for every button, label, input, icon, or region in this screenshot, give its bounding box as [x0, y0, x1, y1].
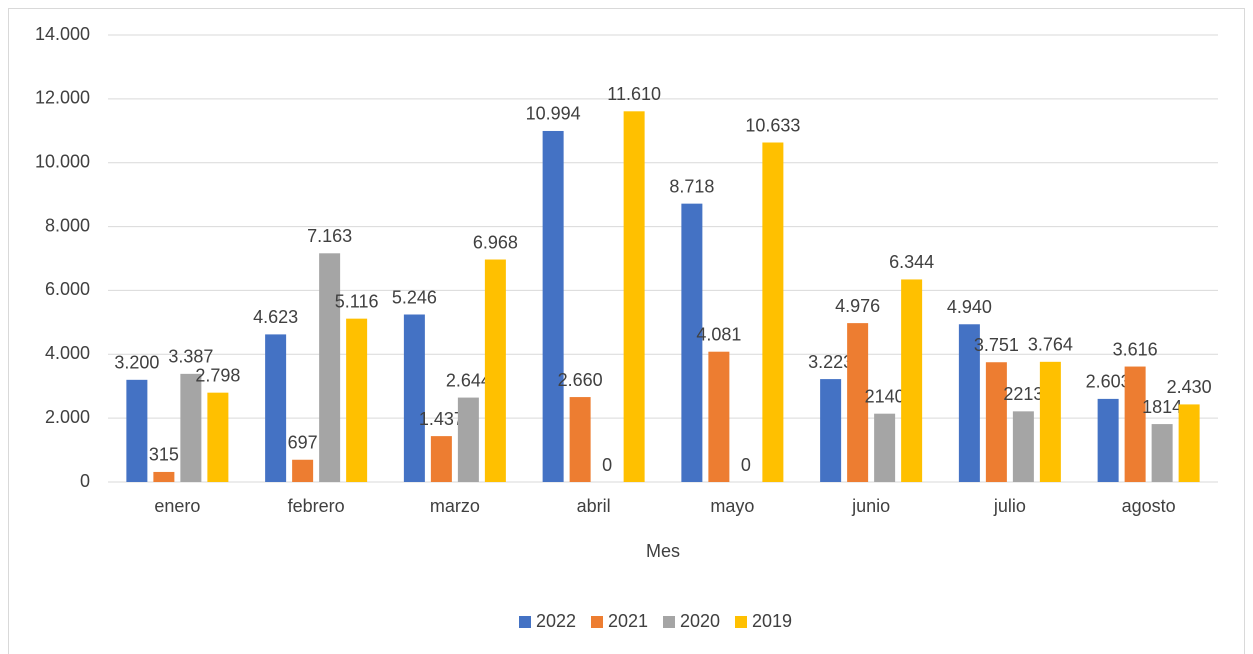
bar [1039, 361, 1061, 482]
legend-swatch [735, 616, 747, 628]
bar [901, 279, 923, 482]
y-tick-label: 14.000 [35, 24, 90, 44]
y-tick-label: 6.000 [45, 279, 90, 299]
y-tick-label: 12.000 [35, 88, 90, 108]
data-label: 1.437 [419, 409, 464, 429]
y-tick-label: 10.000 [35, 151, 90, 171]
bar [623, 111, 645, 482]
x-axis-title: Mes [646, 541, 680, 561]
bar [1178, 404, 1200, 482]
bar [207, 392, 229, 482]
data-label: 0 [602, 455, 612, 475]
bar [762, 142, 784, 483]
x-tick-label: abril [577, 496, 611, 516]
data-label: 2.660 [558, 370, 603, 390]
bar [484, 259, 506, 482]
bar [1151, 424, 1173, 482]
bar [126, 379, 148, 482]
data-label: 1814 [1142, 397, 1182, 417]
bar [346, 318, 368, 482]
data-label: 2.603 [1086, 372, 1131, 392]
data-label: 697 [288, 432, 318, 452]
bar [292, 459, 314, 482]
legend-swatch [663, 616, 675, 628]
data-label: 7.163 [307, 226, 352, 246]
bar [319, 253, 341, 482]
data-label: 5.116 [335, 291, 379, 311]
legend-label: 2019 [752, 611, 792, 631]
bar [681, 203, 703, 482]
bar [874, 413, 896, 482]
data-label: 6.968 [473, 232, 518, 252]
data-label: 6.344 [889, 252, 934, 272]
bar [847, 323, 869, 482]
data-label: 10.633 [745, 115, 800, 135]
data-label: 3.223 [808, 352, 853, 372]
bar [153, 471, 175, 482]
legend-label: 2022 [536, 611, 576, 631]
data-label: 2.798 [195, 365, 240, 385]
data-label: 4.081 [696, 324, 741, 344]
bar [985, 362, 1007, 482]
legend-label: 2020 [680, 611, 720, 631]
y-tick-label: 0 [80, 471, 90, 491]
x-tick-label: enero [154, 496, 200, 516]
data-label: 5.246 [392, 287, 437, 307]
data-label: 2.644 [446, 370, 491, 390]
bar [1097, 398, 1119, 482]
y-tick-label: 2.000 [45, 407, 90, 427]
bar [265, 334, 287, 482]
data-label: 3.387 [168, 347, 213, 367]
bar [457, 397, 479, 482]
x-tick-label: junio [851, 496, 890, 516]
x-tick-label: febrero [288, 496, 345, 516]
bar [958, 324, 980, 482]
bar [569, 397, 591, 482]
bar [708, 351, 730, 482]
bar [1012, 411, 1034, 482]
bar [1124, 366, 1146, 482]
x-tick-label: agosto [1122, 496, 1176, 516]
data-label: 2.430 [1167, 377, 1212, 397]
bar [430, 436, 452, 482]
bar [820, 379, 842, 482]
data-label: 2140 [865, 386, 905, 406]
bar [542, 130, 564, 482]
legend-swatch [591, 616, 603, 628]
data-label: 0 [741, 455, 751, 475]
data-label: 3.751 [974, 335, 1019, 355]
x-tick-label: mayo [710, 496, 754, 516]
bar [403, 314, 425, 482]
x-tick-label: julio [993, 496, 1026, 516]
data-label: 3.764 [1028, 335, 1073, 355]
data-label: 4.940 [947, 297, 992, 317]
data-label: 2213 [1003, 384, 1043, 404]
data-label: 4.976 [835, 296, 880, 316]
data-label: 8.718 [669, 176, 714, 196]
y-tick-label: 8.000 [45, 215, 90, 235]
data-label: 11.610 [607, 84, 661, 104]
data-label: 3.616 [1113, 339, 1158, 359]
y-tick-label: 4.000 [45, 343, 90, 363]
legend-label: 2021 [608, 611, 648, 631]
data-label: 10.994 [526, 104, 581, 124]
legend-swatch [519, 616, 531, 628]
data-label: 315 [149, 445, 179, 465]
data-label: 3.200 [114, 353, 159, 373]
x-tick-label: marzo [430, 496, 480, 516]
data-label: 4.623 [253, 307, 298, 327]
bar [180, 373, 202, 482]
